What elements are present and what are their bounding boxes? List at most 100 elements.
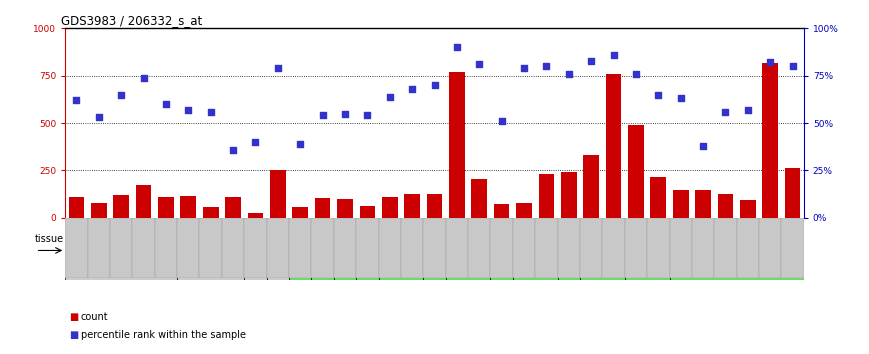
Point bbox=[473, 62, 487, 67]
Bar bbox=[292, 207, 308, 218]
Text: skeletal
muscle: skeletal muscle bbox=[454, 244, 482, 257]
Bar bbox=[737, 218, 759, 278]
Point bbox=[584, 58, 598, 63]
Bar bbox=[158, 197, 174, 218]
Point bbox=[382, 94, 396, 99]
Text: pancreatic,
endocrine cells: pancreatic, endocrine cells bbox=[94, 244, 149, 257]
Text: testis: testis bbox=[637, 247, 657, 253]
Bar bbox=[516, 202, 532, 218]
Point bbox=[428, 82, 441, 88]
Bar bbox=[602, 218, 625, 278]
Bar bbox=[714, 218, 737, 278]
Text: count: count bbox=[81, 312, 109, 322]
Text: liver: liver bbox=[360, 247, 375, 253]
Bar bbox=[781, 218, 804, 278]
Bar bbox=[202, 207, 218, 218]
Point bbox=[136, 75, 150, 80]
Point bbox=[517, 65, 531, 71]
Bar bbox=[200, 218, 222, 278]
Bar bbox=[401, 218, 423, 278]
Bar bbox=[695, 190, 711, 218]
Bar bbox=[606, 74, 621, 218]
Bar bbox=[625, 221, 669, 280]
Bar bbox=[471, 179, 488, 218]
Point bbox=[114, 92, 128, 97]
Bar bbox=[785, 167, 800, 218]
Text: spleen: spleen bbox=[557, 247, 580, 253]
Bar bbox=[337, 199, 353, 218]
Text: tissue: tissue bbox=[34, 234, 63, 244]
Point bbox=[652, 92, 666, 97]
Point bbox=[271, 65, 285, 71]
Text: kidney: kidney bbox=[333, 247, 357, 253]
Text: lung: lung bbox=[393, 247, 408, 253]
Bar bbox=[381, 197, 398, 218]
Bar bbox=[449, 72, 465, 218]
Bar bbox=[513, 218, 535, 278]
Text: cerebrum: cerebrum bbox=[238, 247, 273, 253]
Bar bbox=[177, 218, 200, 278]
Bar bbox=[110, 218, 132, 278]
Bar bbox=[177, 221, 244, 280]
Bar bbox=[65, 221, 177, 280]
Bar bbox=[513, 221, 558, 280]
Bar bbox=[311, 218, 334, 278]
Bar bbox=[248, 213, 263, 218]
Bar bbox=[490, 221, 513, 280]
Bar bbox=[535, 218, 558, 278]
Bar bbox=[267, 218, 289, 278]
Text: percentile rank within the sample: percentile rank within the sample bbox=[81, 330, 246, 339]
Bar bbox=[91, 202, 107, 218]
Bar bbox=[356, 221, 379, 280]
Bar bbox=[651, 177, 667, 218]
Bar bbox=[244, 221, 267, 280]
Bar bbox=[669, 218, 692, 278]
Point bbox=[405, 86, 419, 92]
Bar bbox=[334, 218, 356, 278]
Bar bbox=[625, 218, 647, 278]
Bar bbox=[222, 218, 244, 278]
Bar bbox=[673, 190, 688, 218]
Bar bbox=[334, 221, 356, 280]
Bar bbox=[628, 125, 644, 218]
Bar bbox=[446, 221, 490, 280]
Bar bbox=[379, 221, 423, 280]
Point bbox=[315, 113, 329, 118]
Point bbox=[673, 96, 687, 101]
Point bbox=[249, 139, 262, 145]
Text: thymus: thymus bbox=[723, 247, 750, 253]
Point bbox=[494, 118, 508, 124]
Bar bbox=[315, 198, 330, 218]
Bar bbox=[88, 218, 110, 278]
Text: GDS3983 / 206332_s_at: GDS3983 / 206332_s_at bbox=[62, 14, 202, 27]
Point bbox=[70, 97, 83, 103]
Bar bbox=[561, 172, 577, 218]
Bar bbox=[423, 218, 446, 278]
Point bbox=[696, 143, 710, 149]
Text: pancreatic,
exocrine-d
uctal cells: pancreatic, exocrine-d uctal cells bbox=[190, 240, 231, 261]
Bar bbox=[311, 221, 334, 280]
Bar bbox=[647, 218, 669, 278]
Point bbox=[629, 71, 643, 76]
Point bbox=[226, 147, 240, 152]
Point bbox=[293, 141, 307, 147]
Bar bbox=[379, 218, 401, 278]
Bar bbox=[360, 206, 375, 218]
Bar bbox=[289, 218, 311, 278]
Bar bbox=[132, 218, 155, 278]
Bar bbox=[225, 197, 241, 218]
Bar bbox=[136, 184, 151, 218]
Point bbox=[450, 45, 464, 50]
Point bbox=[540, 63, 554, 69]
Text: fetal brain: fetal brain bbox=[304, 247, 342, 253]
Bar bbox=[65, 218, 88, 278]
Bar bbox=[718, 194, 733, 218]
Bar bbox=[580, 218, 602, 278]
Text: cerebellum: cerebellum bbox=[257, 247, 298, 253]
Bar bbox=[423, 221, 446, 280]
Bar bbox=[539, 174, 554, 218]
Bar bbox=[580, 221, 625, 280]
Point bbox=[203, 109, 217, 114]
Text: ■: ■ bbox=[70, 330, 79, 339]
Text: colon: colon bbox=[290, 247, 310, 253]
